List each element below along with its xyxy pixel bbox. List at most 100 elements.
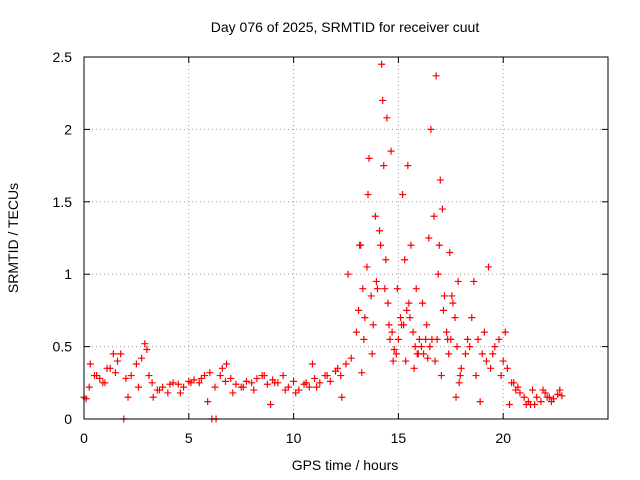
data-point	[386, 335, 394, 343]
data-point	[141, 340, 149, 348]
data-point	[476, 398, 484, 406]
data-point	[409, 328, 417, 336]
data-point	[263, 380, 271, 388]
data-point	[393, 285, 401, 293]
data-point	[454, 277, 462, 285]
data-point	[404, 162, 412, 170]
data-point	[396, 314, 404, 322]
data-point	[124, 393, 132, 401]
data-point	[455, 379, 463, 387]
data-point	[164, 389, 172, 397]
data-point	[558, 392, 566, 400]
x-tick-label: 5	[185, 430, 193, 446]
data-point	[371, 212, 379, 220]
data-point	[382, 256, 390, 264]
data-point	[423, 321, 431, 329]
data-point	[452, 393, 460, 401]
data-point	[426, 343, 434, 351]
data-point	[372, 277, 380, 285]
data-point	[444, 335, 452, 343]
data-point	[427, 125, 435, 133]
data-point	[431, 357, 439, 365]
data-point	[526, 401, 534, 409]
data-point	[93, 372, 101, 380]
data-point	[148, 379, 156, 387]
data-point	[359, 285, 367, 293]
data-point	[195, 379, 203, 387]
data-point	[227, 374, 235, 382]
data-point	[399, 191, 407, 199]
data-point	[250, 386, 258, 394]
data-point	[407, 241, 415, 249]
data-point	[505, 401, 513, 409]
y-tick-label: 1	[64, 266, 72, 282]
data-point	[132, 360, 140, 368]
data-point	[445, 350, 453, 358]
data-point	[437, 372, 445, 380]
data-point	[99, 379, 107, 387]
data-point	[364, 191, 372, 199]
y-tick-label: 2.5	[53, 49, 73, 65]
data-point	[109, 350, 117, 358]
data-point	[85, 383, 93, 391]
data-point	[344, 270, 352, 278]
data-point	[367, 292, 375, 300]
data-point	[311, 374, 319, 382]
data-point	[543, 393, 551, 401]
data-point	[394, 335, 402, 343]
data-point	[302, 379, 310, 387]
data-point	[387, 147, 395, 155]
data-point	[474, 335, 482, 343]
data-point	[232, 380, 240, 388]
data-point	[376, 227, 384, 235]
data-point	[402, 357, 410, 365]
data-point	[239, 383, 247, 391]
grid	[84, 57, 608, 419]
data-point	[86, 360, 94, 368]
data-point	[434, 270, 442, 278]
data-point	[415, 335, 423, 343]
data-point	[443, 328, 451, 336]
data-point	[323, 372, 331, 380]
data-point	[403, 306, 411, 314]
data-points	[80, 60, 566, 423]
data-point	[417, 343, 425, 351]
y-tick-label: 1.5	[53, 194, 73, 210]
x-tick-label: 20	[495, 430, 511, 446]
data-point	[480, 328, 488, 336]
data-point	[143, 345, 151, 353]
x-tick-label: 15	[391, 430, 407, 446]
data-point	[347, 354, 355, 362]
y-tick-label: 0	[64, 411, 72, 427]
data-point	[305, 383, 313, 391]
data-point	[326, 377, 334, 385]
x-tick-label: 10	[286, 430, 302, 446]
data-point	[180, 383, 188, 391]
data-point	[211, 383, 219, 391]
data-point	[292, 389, 300, 397]
data-point	[114, 357, 122, 365]
data-point	[516, 389, 524, 397]
data-point	[218, 364, 226, 372]
data-point	[337, 372, 345, 380]
data-point	[174, 380, 182, 388]
data-point	[380, 162, 388, 170]
data-point	[400, 321, 408, 329]
data-point	[441, 292, 449, 300]
data-point	[432, 72, 440, 80]
data-point	[472, 372, 480, 380]
data-point	[360, 335, 368, 343]
data-point	[290, 377, 298, 385]
data-point	[419, 299, 427, 307]
data-point	[389, 357, 397, 365]
data-point	[155, 386, 163, 394]
x-tick-label: 0	[80, 430, 88, 446]
data-point	[373, 285, 381, 293]
data-point	[495, 335, 503, 343]
data-point	[377, 241, 385, 249]
data-point	[242, 377, 250, 385]
data-point	[145, 372, 153, 380]
data-point	[392, 350, 400, 358]
data-point	[229, 389, 237, 397]
